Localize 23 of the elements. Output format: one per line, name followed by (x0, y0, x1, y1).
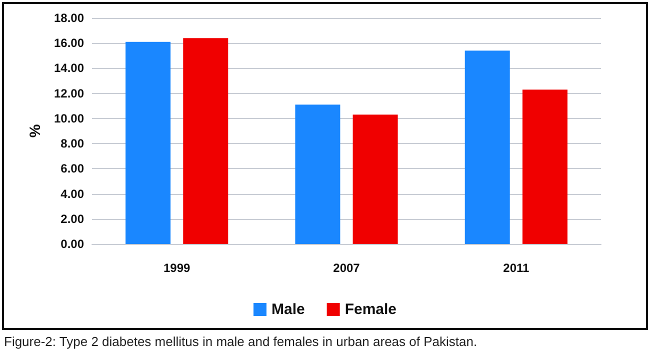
x-tick-label: 2011 (503, 261, 530, 275)
y-tick-label: 10.00 (54, 111, 84, 126)
y-axis-title: % (27, 124, 44, 138)
y-tick-label: 4.00 (60, 186, 84, 201)
y-tick-label: 16.00 (54, 36, 84, 50)
legend-label: Male (271, 301, 305, 318)
bar (295, 104, 340, 244)
bar (464, 50, 510, 244)
y-tick-label: 14.00 (54, 61, 84, 76)
legend-label: Female (344, 301, 397, 318)
y-tick-label: 6.00 (60, 162, 84, 176)
x-tick-label: 2007 (333, 261, 360, 275)
x-tick-label: 1999 (163, 261, 191, 275)
bar (183, 38, 228, 244)
y-tick-label: 0.00 (60, 237, 84, 251)
y-tick-label: 2.00 (60, 212, 84, 226)
text: Figure-2: Type 2 diabetes mellitus in male and females in urban areas of Pakistan. (4, 334, 478, 349)
y-tick-label: 8.00 (60, 136, 84, 151)
bar (352, 114, 398, 244)
y-tick-label: 12.00 (54, 86, 84, 100)
y-tick-label: 18.00 (54, 11, 84, 25)
bar (522, 90, 568, 244)
bar (126, 42, 171, 244)
